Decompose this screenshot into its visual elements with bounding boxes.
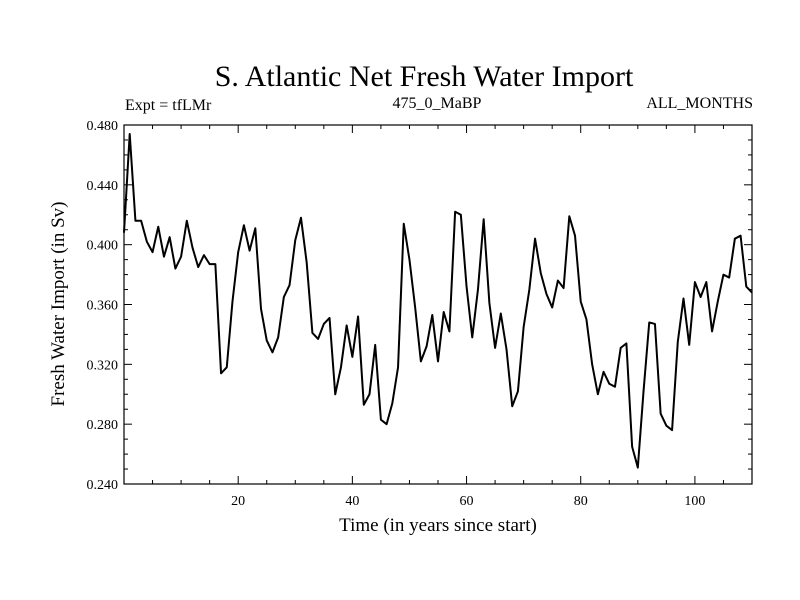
- axis-tick-labels: 20 40 60 80 100 0.240 0.280 0.320 0.360 0.400 0.44…: [87, 119, 706, 509]
- x-tick-label: 20: [231, 494, 245, 509]
- y-tick-label: 0.360: [87, 299, 119, 314]
- y-tick-label: 0.440: [87, 179, 119, 194]
- period-label: 475_0_MaBP: [393, 95, 482, 112]
- y-tick-label: 0.400: [87, 239, 119, 254]
- y-tick-label: 0.320: [87, 358, 119, 373]
- experiment-label: Expt = tfLMr: [125, 97, 212, 114]
- series-line: [123, 132, 753, 469]
- axis-ticks: [124, 124, 752, 485]
- x-tick-label: 100: [684, 494, 705, 509]
- x-axis-label: Time (in years since start): [339, 515, 537, 536]
- months-label: ALL_MONTHS: [646, 95, 753, 112]
- chart-title: S. Atlantic Net Fresh Water Import: [215, 60, 634, 93]
- y-tick-label: 0.480: [87, 119, 119, 134]
- x-tick-label: 40: [345, 494, 359, 509]
- plot-frame: [123, 124, 753, 485]
- y-tick-label: 0.280: [87, 418, 119, 433]
- y-tick-label: 0.240: [87, 478, 119, 493]
- x-tick-label: 80: [574, 494, 588, 509]
- x-tick-label: 60: [460, 494, 474, 509]
- y-axis-label: Fresh Water Import (in Sv): [48, 202, 69, 407]
